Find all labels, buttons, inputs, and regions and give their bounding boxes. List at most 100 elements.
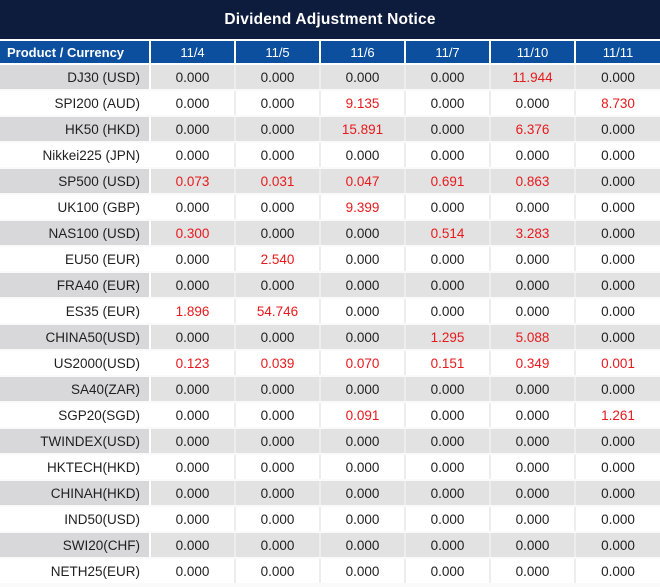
date-column-header: 11/11 (575, 39, 660, 65)
value-cell: 0.000 (575, 194, 660, 221)
value-cell: 0.691 (405, 168, 491, 195)
table-row: CHINAH(HKD) 0.000 0.000 0.000 0.000 0.000 0.00… (0, 480, 660, 507)
value-cell: 0.863 (490, 168, 576, 195)
value-cell: 0.000 (575, 220, 660, 247)
value-cell: 0.070 (320, 350, 406, 377)
value-cell: 0.000 (150, 272, 236, 299)
value-cell: 0.000 (320, 272, 406, 299)
product-cell: CHINAH(HKD) (0, 480, 151, 507)
product-cell: CHINA50(USD) (0, 324, 151, 351)
value-cell: 0.000 (405, 454, 491, 481)
product-cell: TWINDEX(USD) (0, 428, 151, 455)
value-cell: 0.000 (150, 506, 236, 533)
value-cell: 0.000 (575, 116, 660, 143)
value-cell: 0.000 (150, 428, 236, 455)
value-cell: 0.039 (235, 350, 321, 377)
value-cell: 0.000 (575, 376, 660, 403)
value-cell: 0.000 (405, 194, 491, 221)
value-cell: 0.000 (405, 376, 491, 403)
product-cell: HKTECH(HKD) (0, 454, 151, 481)
value-cell: 0.000 (235, 454, 321, 481)
value-cell: 9.399 (320, 194, 406, 221)
table-row: FRA40 (EUR) 0.000 0.000 0.000 0.000 0.000 0.00… (0, 272, 660, 299)
value-cell: 0.000 (575, 298, 660, 325)
date-column-header: 11/4 (150, 39, 236, 65)
value-cell: 0.001 (575, 350, 660, 377)
value-cell: 1.295 (405, 324, 491, 351)
value-cell: 0.000 (235, 194, 321, 221)
value-cell: 0.000 (320, 558, 406, 585)
value-cell: 0.349 (490, 350, 576, 377)
value-cell: 0.514 (405, 220, 491, 247)
value-cell: 9.135 (320, 90, 406, 117)
value-cell: 0.000 (235, 428, 321, 455)
partial-next-row (0, 585, 660, 587)
value-cell: 8.730 (575, 90, 660, 117)
value-cell: 0.000 (405, 402, 491, 429)
value-cell: 0.000 (235, 480, 321, 507)
value-cell: 0.000 (235, 142, 321, 169)
value-cell: 0.000 (235, 506, 321, 533)
table-row: US2000(USD) 0.123 0.039 0.070 0.151 0.349 0.00… (0, 350, 660, 377)
value-cell: 0.000 (320, 480, 406, 507)
value-cell: 0.000 (150, 90, 236, 117)
value-cell: 0.000 (150, 324, 236, 351)
date-column-header: 11/10 (490, 39, 576, 65)
product-cell: EU50 (EUR) (0, 246, 151, 273)
value-cell: 0.000 (490, 376, 576, 403)
table-row: TWINDEX(USD) 0.000 0.000 0.000 0.000 0.000 0.0… (0, 428, 660, 455)
value-cell: 2.540 (235, 246, 321, 273)
value-cell: 0.091 (320, 402, 406, 429)
value-cell: 0.000 (405, 116, 491, 143)
value-cell: 0.000 (150, 402, 236, 429)
table-row: Nikkei225 (JPN) 0.000 0.000 0.000 0.000 0.000… (0, 142, 660, 169)
table-row: DJ30 (USD) 0.000 0.000 0.000 0.000 11.944 0.00… (0, 64, 660, 91)
value-cell: 0.000 (405, 532, 491, 559)
value-cell: 0.000 (235, 220, 321, 247)
value-cell: 0.000 (575, 142, 660, 169)
title-bar: Dividend Adjustment Notice (0, 0, 660, 39)
value-cell: 0.000 (320, 64, 406, 91)
value-cell: 0.000 (235, 402, 321, 429)
value-cell: 0.000 (575, 64, 660, 91)
value-cell: 0.000 (490, 272, 576, 299)
value-cell: 0.000 (405, 506, 491, 533)
value-cell: 0.000 (320, 298, 406, 325)
table-row: SA40(ZAR) 0.000 0.000 0.000 0.000 0.000 0.000 (0, 376, 660, 403)
value-cell: 0.000 (575, 480, 660, 507)
product-cell: HK50 (HKD) (0, 116, 151, 143)
value-cell: 1.261 (575, 402, 660, 429)
value-cell: 0.000 (490, 298, 576, 325)
value-cell: 0.000 (235, 324, 321, 351)
table-row: IND50(USD) 0.000 0.000 0.000 0.000 0.000 0.000 (0, 506, 660, 533)
value-cell: 0.000 (235, 376, 321, 403)
value-cell: 0.000 (575, 532, 660, 559)
table-row: SWI20(CHF) 0.000 0.000 0.000 0.000 0.000 0.000 (0, 532, 660, 559)
value-cell: 0.300 (150, 220, 236, 247)
value-cell: 0.000 (490, 90, 576, 117)
value-cell: 0.000 (150, 376, 236, 403)
value-cell: 0.000 (235, 558, 321, 585)
value-cell: 0.000 (405, 480, 491, 507)
value-cell: 0.000 (150, 532, 236, 559)
value-cell: 0.000 (490, 532, 576, 559)
value-cell: 6.376 (490, 116, 576, 143)
value-cell: 0.000 (405, 558, 491, 585)
product-cell: SA40(ZAR) (0, 376, 151, 403)
date-column-header: 11/6 (320, 39, 406, 65)
product-cell: NAS100 (USD) (0, 220, 151, 247)
table-row: SPI200 (AUD) 0.000 0.000 9.135 0.000 0.000 8.7… (0, 90, 660, 117)
value-cell: 0.000 (320, 506, 406, 533)
product-cell: DJ30 (USD) (0, 64, 151, 91)
value-cell: 1.896 (150, 298, 236, 325)
table-row: ES35 (EUR) 1.896 54.746 0.000 0.000 0.000 0.00… (0, 298, 660, 325)
value-cell: 0.000 (490, 402, 576, 429)
product-cell: SGP20(SGD) (0, 402, 151, 429)
value-cell: 0.000 (490, 194, 576, 221)
product-cell: US2000(USD) (0, 350, 151, 377)
value-cell: 0.000 (320, 246, 406, 273)
header-row: Product / Currency 11/4 11/5 11/6 11/7 11/10… (0, 39, 660, 65)
value-cell: 0.000 (490, 246, 576, 273)
value-cell: 0.000 (490, 506, 576, 533)
